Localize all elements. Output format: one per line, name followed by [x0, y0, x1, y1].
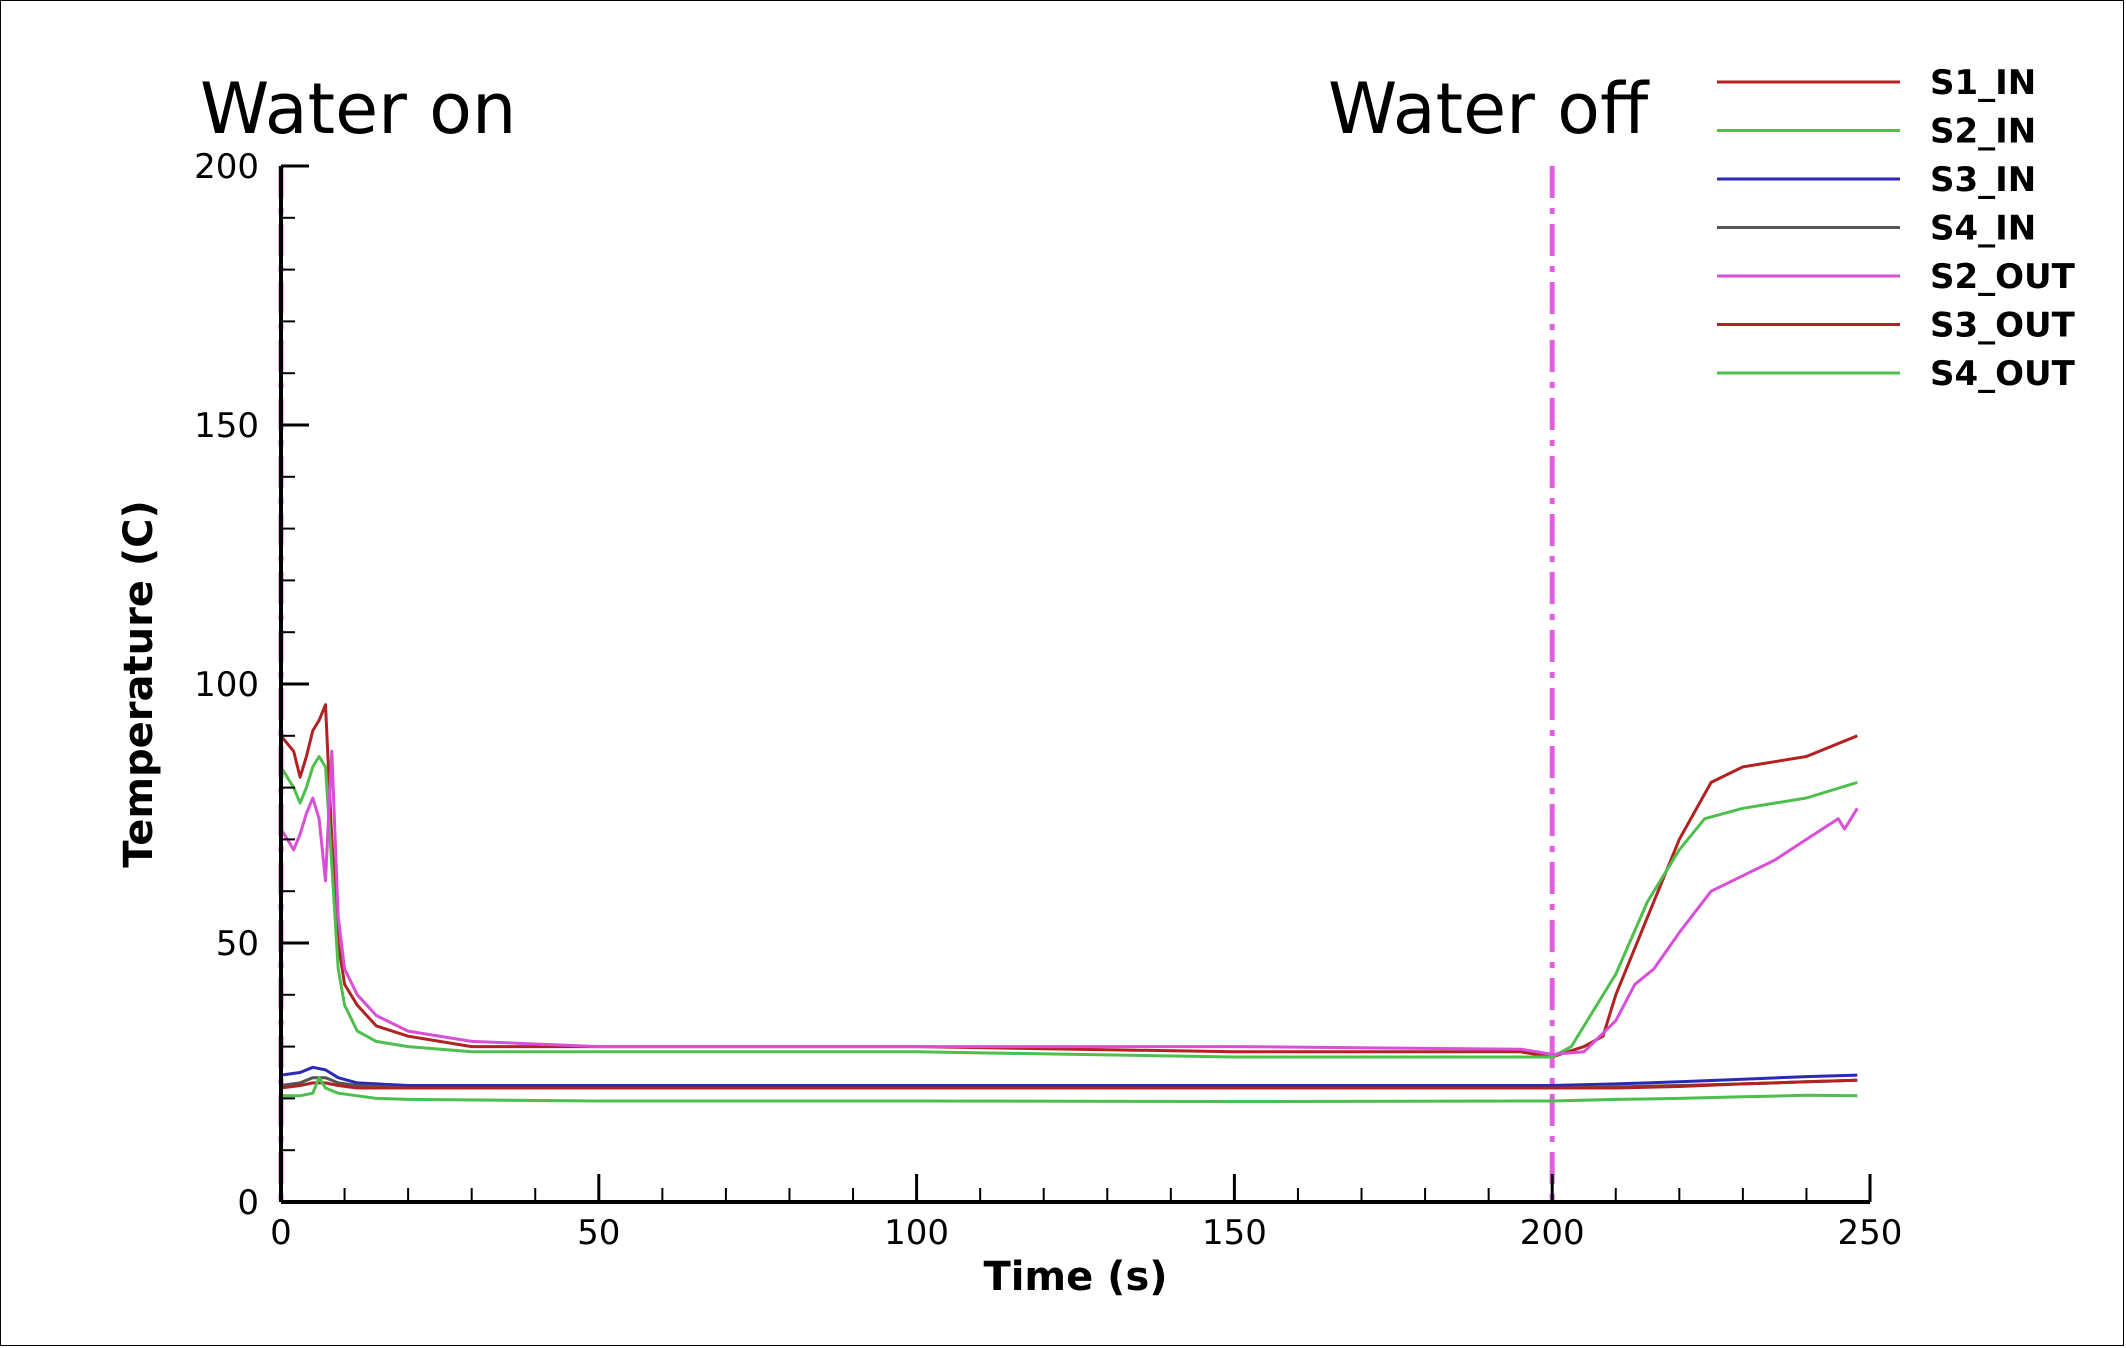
y-tick-label: 200 — [194, 147, 259, 187]
y-tick-label: 50 — [216, 924, 259, 964]
series-line-s1-in — [279, 703, 1858, 1059]
annotation-water-on: Water on — [200, 68, 516, 150]
x-tick-label: 100 — [884, 1213, 949, 1253]
x-tick-label: 0 — [270, 1213, 292, 1253]
x-tick-label: 50 — [577, 1213, 620, 1253]
x-tick-label: 150 — [1202, 1213, 1267, 1253]
legend-label-s2-out: S2_OUT — [1930, 257, 2076, 297]
series-line-s2-in — [279, 755, 1858, 1059]
annotation-water-off: Water off — [1328, 68, 1650, 150]
axes: 0 50 100 150 200 250 0 50 100 150 200 Time (s) Tempe… — [116, 147, 1902, 1300]
x-tick-label: 200 — [1520, 1213, 1585, 1253]
legend-label-s1-in: S1_IN — [1930, 63, 2036, 103]
legend-label-s4-in: S4_IN — [1930, 209, 2036, 249]
y-tick-label: 150 — [194, 406, 259, 446]
series-line-s3-out — [280, 1078, 1858, 1090]
series-lines — [279, 703, 1859, 1103]
y-tick-label: 100 — [194, 665, 259, 705]
legend: S1_IN S2_IN S3_IN S4_IN S2_OUT S3_OUT S4_OUT — [1717, 63, 2076, 394]
legend-label-s3-out: S3_OUT — [1930, 306, 2076, 346]
legend-label-s3-in: S3_IN — [1930, 160, 2036, 200]
x-axis-title: Time (s) — [983, 1254, 1167, 1300]
series-line-s4-out — [281, 1076, 1858, 1103]
series-line-s2-out — [279, 749, 1859, 1056]
legend-label-s4-out: S4_OUT — [1930, 354, 2076, 394]
x-tick-label: 250 — [1838, 1213, 1903, 1253]
y-axis-title: Temperature (C) — [116, 500, 162, 868]
annotations: Water on Water off — [200, 68, 1650, 150]
y-tick-label: 0 — [237, 1183, 259, 1223]
legend-label-s2-in: S2_IN — [1930, 112, 2036, 152]
series-line-s3-in — [280, 1065, 1858, 1087]
